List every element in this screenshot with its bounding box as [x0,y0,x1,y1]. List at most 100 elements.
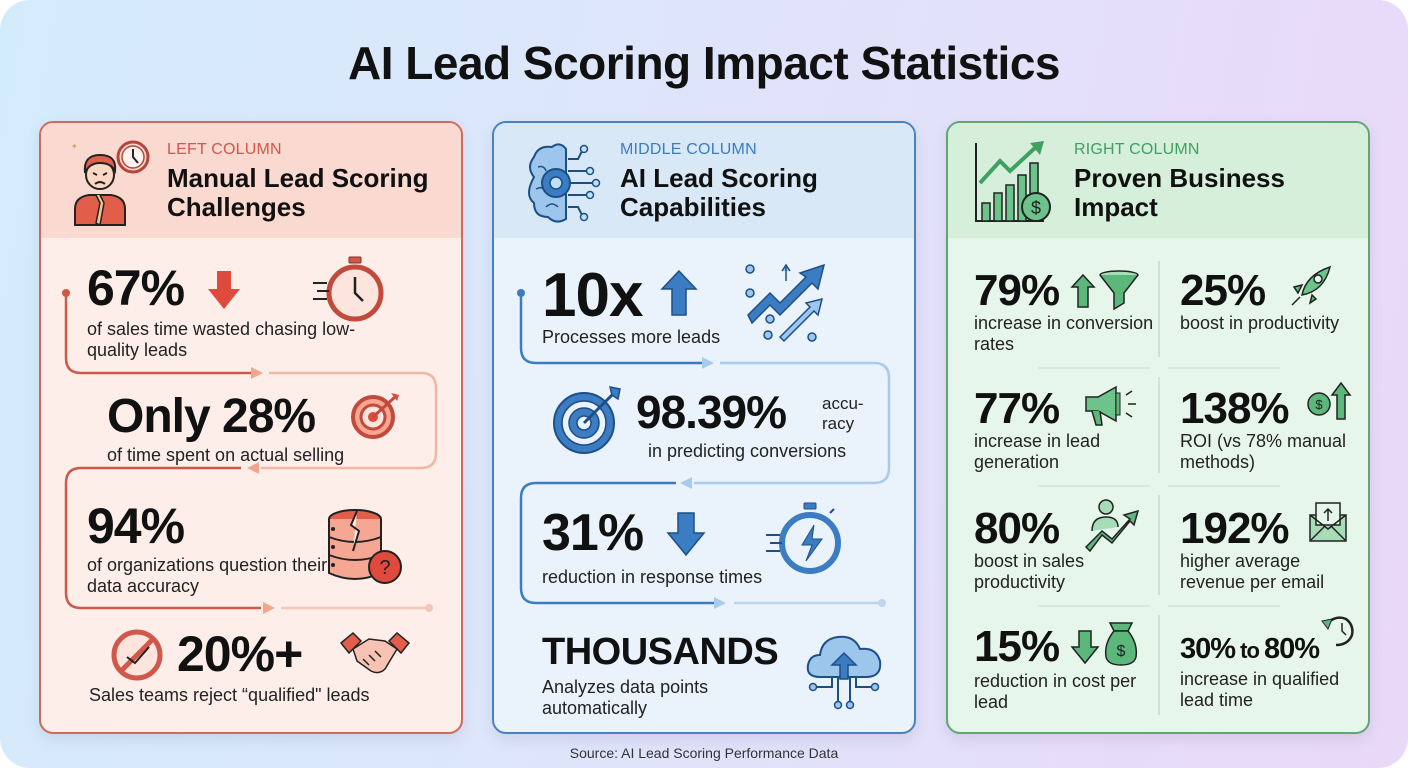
stat-value: 138% [1180,384,1290,433]
side-label-line-1: accu- [822,394,864,413]
stat-description: higher average revenue per email [1180,551,1325,592]
right-stat-4: 138% [1180,384,1290,433]
grid-divider [1158,377,1160,473]
stat-description: of organizations question their data acc… [87,555,328,596]
grid-divider [1038,605,1150,607]
stat-description: of sales time wasted chasing low-quality… [87,319,356,360]
left-stat-2: Only 28% [107,390,316,443]
stat-description: ROI (vs 78% manual methods) [1180,431,1347,472]
money-bag-icon: $ [1104,622,1138,666]
left-stat-4: 20%+ [177,626,303,682]
grid-divider [1158,261,1160,357]
arrow-up-icon [660,269,698,316]
stat-value: 79% [974,266,1060,315]
target-icon [351,393,399,439]
stat-value: Only 28% [107,390,316,443]
left-stat-3: 94% [87,498,185,554]
target-icon [553,386,621,454]
arrow-up-icon [1330,381,1352,420]
grid-divider [1038,367,1150,369]
stat-description: Processes more leads [542,327,721,347]
envelope-icon [1309,502,1347,542]
stat-description: in predicting conversions [648,441,847,461]
stat-description: reduction in response times [542,567,763,587]
stat-value: 20%+ [177,626,303,682]
grid-divider [1158,495,1160,595]
stat-value: 10x [542,261,643,330]
stat-value: 15% [974,622,1060,671]
megaphone-icon [1085,385,1136,426]
clock-rewind-icon [1321,616,1354,647]
stopwatch-icon [313,256,384,322]
arrow-down-icon [1070,630,1100,665]
side-label-line-2: racy [822,414,855,433]
dollar-coin-icon: $ [1307,392,1331,416]
middle-column-title: AI Lead Scoring Capabilities [620,163,818,222]
stat-value: 80% [974,504,1060,553]
middle-stat-1: 10x [542,261,643,330]
trend-arrows-icon [745,263,826,343]
stat-description: increase in qualified lead time [1180,669,1340,710]
handshake-icon [339,631,411,674]
page-title: AI Lead Scoring Impact Statistics [347,37,1061,89]
stat-description: Sales teams reject “qualified" leads [89,685,370,705]
svg-text:$: $ [1315,397,1323,412]
broken-database-question-icon: ? [328,509,402,584]
grid-divider [1168,367,1280,369]
stat-value-start: 30% [1180,633,1236,665]
stat-value-end: 80% [1264,633,1320,665]
stat-description: Analyzes data points automatically [542,677,709,718]
frustrated-person-clock-icon: ✦ [71,140,150,227]
stat-value-connector: to [1235,638,1265,663]
stat-description: boost in sales productivity [974,551,1085,592]
middle-stat-2: 98.39% [636,386,787,438]
rocket-icon [1291,265,1332,306]
right-stat-7: 15% [974,622,1060,671]
stat-value: 31% [542,504,644,562]
middle-stat-3: 31% [542,504,644,562]
stat-value: 192% [1180,504,1290,553]
prohibited-icon [111,629,163,681]
growth-chart-dollar-icon: $ [975,141,1051,222]
source-caption: Source: AI Lead Scoring Performance Data [569,745,839,761]
middle-column-card: MIDDLE COLUMN AI Lead Scoring Capabiliti… [492,121,916,734]
svg-text:$: $ [1031,198,1041,218]
grid-divider [1158,615,1160,715]
stat-description: of time spent on actual selling [107,445,345,465]
right-column-title: Proven Business Impact [1074,163,1285,222]
right-stat-6: 192% [1180,504,1290,553]
funnel-icon [1099,270,1139,311]
middle-column-header: MIDDLE COLUMN AI Lead Scoring Capabiliti… [494,123,914,238]
middle-stat-4: THOUSANDS [542,631,779,673]
left-column-card: ✦ LEFT COLUMN Manual Lead Scoring Challe… [39,121,463,734]
stat-side-label: accu- racy [822,394,864,434]
stat-value: 77% [974,384,1060,433]
stat-value: THOUSANDS [542,631,779,673]
arrow-up-icon [1070,273,1096,308]
stat-description: increase in lead generation [974,431,1101,472]
right-column-card: $ RIGHT COLUMN Proven Business Impact 79… [946,121,1370,734]
stat-value: 25% [1180,266,1266,315]
right-stat-5: 80% [974,504,1060,553]
left-column-eyebrow: LEFT COLUMN [167,141,282,158]
svg-text:$: $ [1117,643,1126,660]
right-column-header: $ RIGHT COLUMN Proven Business Impact [948,123,1368,238]
arrow-down-icon [208,271,240,309]
stopwatch-lightning-icon [766,502,841,574]
svg-text:✦: ✦ [71,142,78,151]
arrow-down-icon [666,512,706,557]
grid-divider [1168,485,1280,487]
right-stat-1: 79% [974,266,1060,315]
right-column-eyebrow: RIGHT COLUMN [1074,141,1200,158]
left-stat-1: 67% [87,260,185,316]
stat-description: increase in conversion rates [974,313,1154,354]
stat-value: 94% [87,498,185,554]
svg-text:?: ? [379,557,390,579]
grid-divider [1168,605,1280,607]
person-trend-icon [1084,499,1140,553]
stat-value: 67% [87,260,185,316]
stat-description: boost in productivity [1180,313,1340,333]
brain-gear-circuit-icon [528,143,601,223]
stat-value: 98.39% [636,386,787,438]
